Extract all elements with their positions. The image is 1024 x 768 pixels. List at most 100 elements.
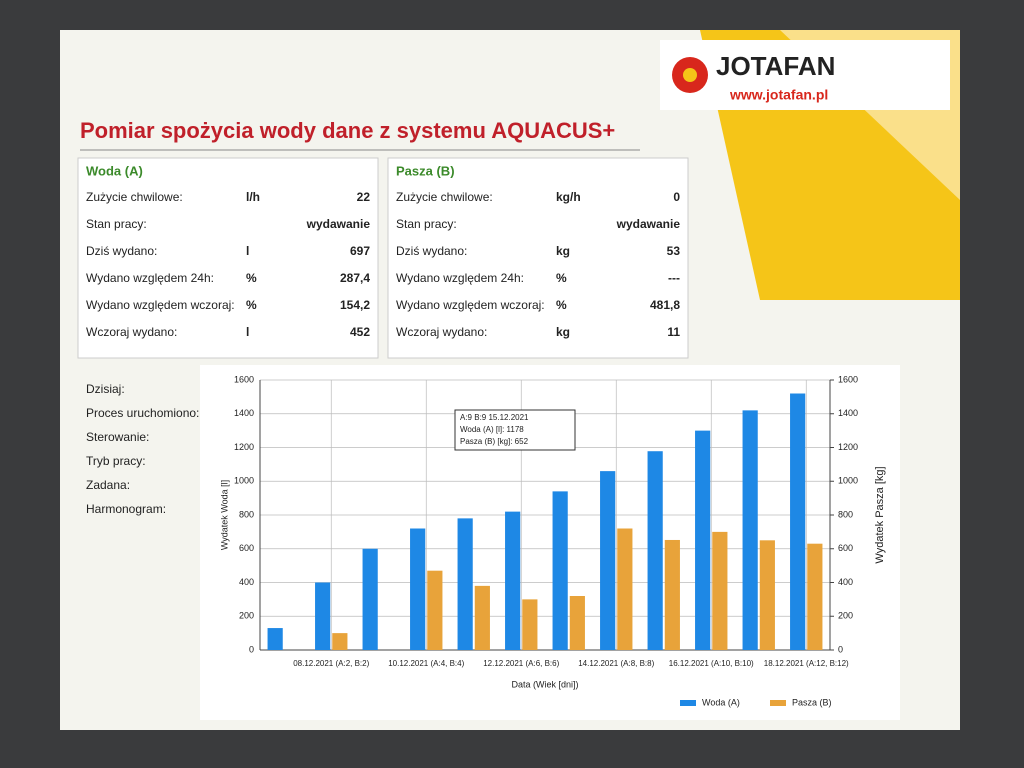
y-tick-label: 600 [239, 543, 254, 553]
y-tick-label: 1200 [234, 442, 254, 452]
y-tick-label: 1400 [234, 408, 254, 418]
y-tick-label: 1000 [234, 476, 254, 486]
row-unit: % [246, 271, 257, 285]
bar [410, 528, 426, 650]
bar [474, 585, 490, 650]
legend-label: Pasza (B) [792, 697, 832, 707]
row-value: 53 [667, 244, 681, 258]
bar [712, 531, 728, 650]
status-label: Sterowanie: [86, 430, 149, 444]
bar [647, 451, 663, 650]
bar [505, 511, 521, 650]
bar [267, 628, 283, 650]
row-value: 11 [667, 325, 680, 339]
status-label: Dzisiaj: [86, 382, 125, 396]
panel [387, 157, 689, 359]
logo-box [660, 40, 950, 110]
panel [77, 157, 379, 359]
row-value: wydawanie [306, 217, 371, 231]
tooltip-text: Pasza (B) [kg]: 652 [460, 437, 529, 446]
row-unit: kg [556, 244, 570, 258]
status-label: Harmonogram: [86, 502, 166, 516]
row-unit: l [246, 325, 249, 339]
row-unit: kg/h [556, 190, 581, 204]
y2-tick-label: 0 [838, 644, 843, 654]
row-label: Zużycie chwilowe: [86, 190, 183, 204]
row-value: 481,8 [650, 298, 680, 312]
x-axis-label: Data (Wiek [dni]) [511, 679, 578, 689]
row-label: Wczoraj wydano: [86, 325, 177, 339]
row-label: Wydano względem wczoraj: [396, 298, 545, 312]
row-value: --- [668, 271, 680, 285]
y2-tick-label: 200 [838, 611, 853, 621]
slide-title: Pomiar spożycia wody dane z systemu AQUA… [80, 118, 615, 143]
legend-swatch [770, 700, 786, 706]
bar [332, 633, 348, 650]
y2-tick-label: 1600 [838, 374, 858, 384]
row-label: Zużycie chwilowe: [396, 190, 493, 204]
logo: JOTAFAN [716, 51, 835, 81]
bar [315, 582, 331, 650]
bar [457, 518, 473, 650]
y-tick-label: 200 [239, 611, 254, 621]
y-tick-label: 0 [249, 644, 254, 654]
row-label: Wydano względem 24h: [86, 271, 214, 285]
y2-tick-label: 1400 [838, 408, 858, 418]
x-tick-label: 10.12.2021 (A:4, B:4) [388, 659, 464, 668]
tooltip-text: Woda (A) [l]: 1178 [460, 425, 524, 434]
y2-tick-label: 1200 [838, 442, 858, 452]
x-tick-label: 14.12.2021 (A:8, B:8) [578, 659, 654, 668]
y-tick-label: 400 [239, 577, 254, 587]
row-label: Dziś wydano: [396, 244, 467, 258]
row-unit: l/h [246, 190, 260, 204]
y-axis-label: Wydatek Woda [l] [219, 480, 229, 550]
bar [807, 543, 823, 650]
row-value: 154,2 [340, 298, 370, 312]
y2-tick-label: 400 [838, 577, 853, 587]
legend-swatch [680, 700, 696, 706]
y2-tick-label: 1000 [838, 476, 858, 486]
row-unit: % [246, 298, 257, 312]
row-unit: l [246, 244, 249, 258]
bar [427, 570, 443, 650]
y2-axis-label: Wydatek Pasza [kg] [874, 466, 886, 563]
row-value: 697 [350, 244, 370, 258]
tooltip [454, 409, 576, 451]
bar [362, 548, 378, 650]
status-label: Tryb pracy: [86, 454, 146, 468]
bar [695, 430, 711, 650]
status-label: Zadana: [86, 478, 130, 492]
legend-label: Woda (A) [702, 697, 740, 707]
row-value: wydawanie [616, 217, 681, 231]
y2-tick-label: 600 [838, 543, 853, 553]
row-label: Dziś wydano: [86, 244, 157, 258]
bar [600, 471, 616, 650]
bar [569, 596, 585, 650]
row-unit: % [556, 298, 567, 312]
logo-icon [683, 68, 697, 82]
x-tick-label: 16.12.2021 (A:10, B:10) [669, 659, 754, 668]
row-value: 452 [350, 325, 370, 339]
tooltip-text: A:9 B:9 15.12.2021 [460, 413, 529, 422]
row-label: Wydano względem 24h: [396, 271, 524, 285]
bar [617, 528, 633, 650]
status-label: Proces uruchomiono: [86, 406, 199, 420]
row-label: Stan pracy: [86, 217, 147, 231]
bar [790, 393, 806, 650]
row-unit: kg [556, 325, 570, 339]
y-tick-label: 800 [239, 509, 254, 519]
x-tick-label: 08.12.2021 (A:2, B:2) [293, 659, 369, 668]
bar [664, 539, 680, 650]
row-value: 0 [673, 190, 680, 204]
row-label: Stan pracy: [396, 217, 457, 231]
row-unit: % [556, 271, 567, 285]
row-value: 22 [357, 190, 371, 204]
y2-tick-label: 800 [838, 509, 853, 519]
row-label: Wydano względem wczoraj: [86, 298, 235, 312]
bar [522, 599, 538, 650]
row-value: 287,4 [340, 271, 370, 285]
bar [552, 491, 568, 650]
panel-title: Pasza (B) [396, 163, 455, 178]
